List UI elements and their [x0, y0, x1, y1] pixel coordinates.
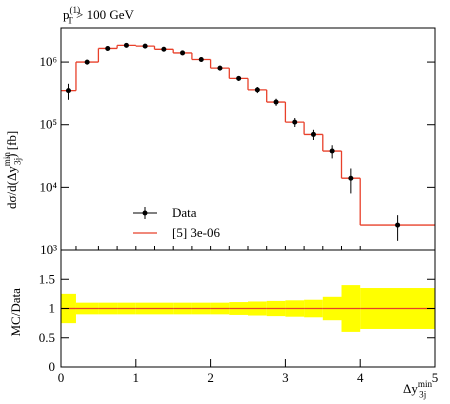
- x-tick-label: 3: [282, 370, 289, 385]
- label: dσ/d(Δymin3j) [fb]: [2, 131, 22, 209]
- label-part: Δy: [403, 381, 418, 396]
- data-point: [84, 59, 90, 65]
- y-tick-label: 10⁵: [39, 117, 57, 132]
- label-part: dσ/d(Δy: [4, 166, 19, 209]
- data-point: [142, 43, 148, 49]
- data-point: [217, 65, 223, 71]
- data-point: [198, 56, 204, 62]
- frame: [60, 249, 436, 368]
- label-part: > 100 GeV: [73, 7, 135, 22]
- data-point: [395, 222, 401, 228]
- label-sub: 3j: [419, 390, 426, 400]
- label-part: ) [fb]: [4, 131, 19, 158]
- y-tick-label: 10⁶: [39, 54, 57, 69]
- legend-label: [5] 3e-06: [172, 225, 221, 240]
- y-tick-label: 1.5: [39, 271, 55, 286]
- y-tick-label: 1: [49, 301, 56, 316]
- label-sub: T: [67, 16, 73, 26]
- data-point: [65, 88, 71, 94]
- data-point: [161, 46, 167, 52]
- data-point: [348, 175, 354, 181]
- x-tick-label: 5: [432, 370, 439, 385]
- label-sup: (1): [70, 5, 81, 15]
- label-part: p: [63, 7, 70, 22]
- legend-marker: [142, 210, 148, 216]
- data-point: [105, 45, 111, 51]
- y-axis-label: MC/Data: [8, 288, 23, 337]
- frame: [60, 27, 436, 251]
- x-tick-label: 0: [58, 370, 65, 385]
- y-tick-label: 0.5: [39, 330, 55, 345]
- y-tick-label: 10⁴: [39, 179, 57, 194]
- x-tick-label: 4: [357, 370, 364, 385]
- label: p(1) T > 100 GeV: [63, 5, 135, 25]
- data-point: [292, 119, 298, 125]
- label-sup: min: [2, 152, 12, 167]
- data-point: [310, 131, 316, 137]
- label-sub: 3j: [13, 158, 23, 165]
- data-point: [180, 50, 186, 56]
- legend-label: Data: [172, 205, 197, 220]
- label-sup: min: [418, 379, 433, 389]
- label: Δymin 3j: [403, 379, 432, 399]
- data-point: [123, 42, 129, 48]
- data-point: [329, 148, 335, 154]
- x-tick-label: 2: [207, 370, 214, 385]
- data-point: [273, 99, 279, 105]
- data-point: [254, 87, 260, 93]
- data-point: [236, 75, 242, 81]
- y-tick-label: 0: [49, 359, 56, 374]
- y-tick-label: 10³: [40, 242, 57, 257]
- x-tick-label: 1: [133, 370, 140, 385]
